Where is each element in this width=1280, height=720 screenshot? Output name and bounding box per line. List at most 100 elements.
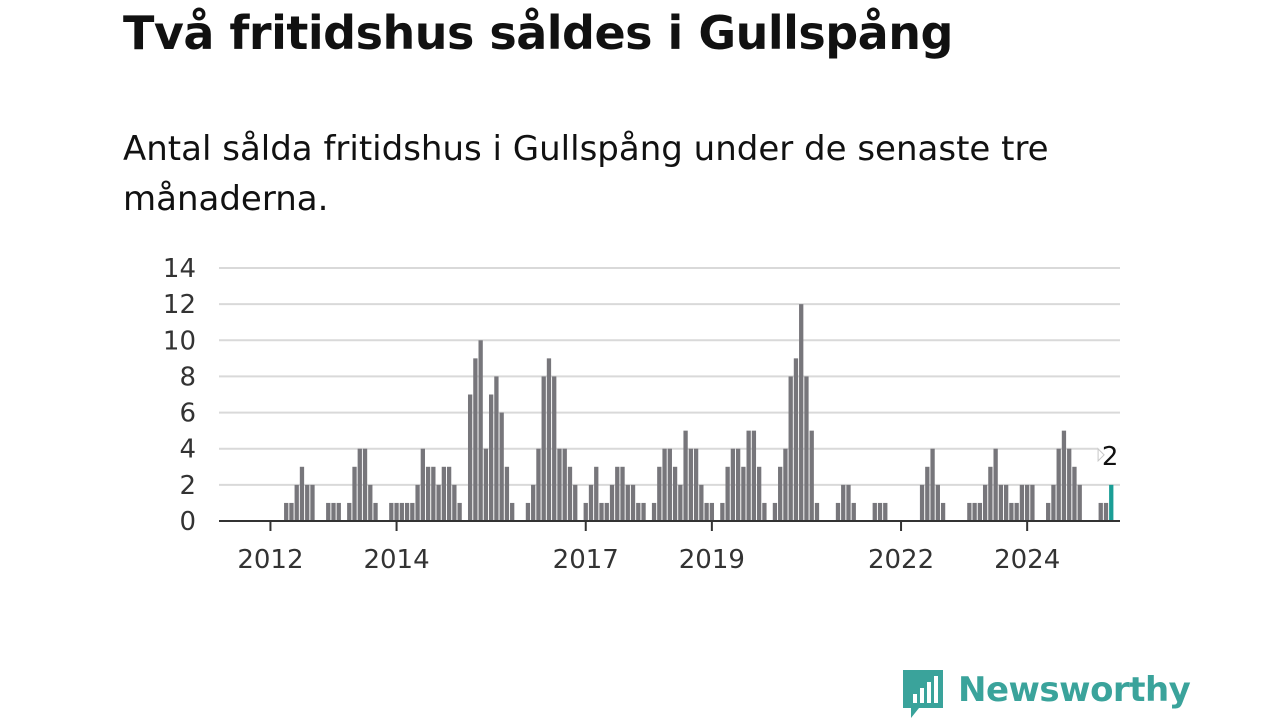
bar xyxy=(326,502,331,521)
bar xyxy=(998,484,1004,521)
bar xyxy=(846,484,851,521)
bar xyxy=(636,502,641,521)
bar xyxy=(935,484,940,521)
x-tick-label: 2014 xyxy=(363,545,429,575)
bar xyxy=(1030,484,1035,521)
y-tick-label: 0 xyxy=(179,507,196,537)
bar xyxy=(331,502,336,521)
bar xyxy=(489,394,494,521)
bar xyxy=(730,448,736,521)
bar xyxy=(1077,484,1082,521)
bar xyxy=(1014,502,1019,521)
bar xyxy=(399,502,404,521)
bar xyxy=(809,430,814,521)
bar xyxy=(1003,484,1009,521)
bar xyxy=(930,448,935,521)
bar xyxy=(1046,502,1051,521)
y-tick-label: 14 xyxy=(163,254,196,284)
bar xyxy=(467,394,473,521)
y-tick-label: 12 xyxy=(163,290,196,320)
bar-highlight xyxy=(1109,484,1114,521)
bar xyxy=(415,484,420,521)
bar xyxy=(457,502,462,521)
bar xyxy=(531,484,536,521)
data-label-latest: 2 xyxy=(1102,442,1119,472)
bar xyxy=(420,448,425,521)
bar xyxy=(441,466,447,521)
bar xyxy=(841,484,846,521)
bar xyxy=(552,376,557,521)
x-tick-label: 2024 xyxy=(994,545,1060,575)
bar xyxy=(573,484,578,521)
bar xyxy=(294,484,299,521)
bar xyxy=(373,502,378,521)
bar xyxy=(651,502,657,521)
bar xyxy=(709,502,715,521)
bar xyxy=(1072,466,1077,521)
bar xyxy=(609,484,615,521)
x-tick-label: 2017 xyxy=(553,545,619,575)
bar xyxy=(310,484,315,521)
y-tick-label: 2 xyxy=(179,471,196,501)
brand-name: Newsworthy xyxy=(958,670,1191,710)
bar xyxy=(1103,502,1109,521)
bar xyxy=(352,466,357,521)
x-tick-label: 2019 xyxy=(679,545,745,575)
bar xyxy=(604,502,609,521)
bar xyxy=(693,448,699,521)
bar xyxy=(567,466,573,521)
bar xyxy=(347,502,352,521)
bar xyxy=(510,502,515,521)
bar xyxy=(541,376,546,521)
bar xyxy=(757,466,762,521)
bar xyxy=(988,466,993,521)
bar xyxy=(783,448,788,521)
bar xyxy=(940,502,946,521)
bar xyxy=(1067,448,1072,521)
bar xyxy=(883,502,888,521)
bar xyxy=(751,430,757,521)
bar xyxy=(1025,484,1030,521)
bar xyxy=(446,466,452,521)
bar xyxy=(389,502,394,521)
bar xyxy=(305,484,310,521)
bar xyxy=(625,484,630,521)
bar xyxy=(289,502,294,521)
bar xyxy=(814,502,820,521)
bar xyxy=(672,466,678,521)
bar xyxy=(746,430,751,521)
bar xyxy=(1051,484,1056,521)
bar xyxy=(557,448,562,521)
bar xyxy=(662,448,667,521)
bar xyxy=(741,466,746,521)
bar xyxy=(788,376,793,521)
bar xyxy=(357,448,362,521)
bar xyxy=(588,484,594,521)
bar xyxy=(993,448,998,521)
bar xyxy=(872,502,877,521)
bar xyxy=(452,484,457,521)
bar xyxy=(877,502,883,521)
bar xyxy=(368,484,373,521)
y-tick-label: 10 xyxy=(163,326,196,356)
bar xyxy=(536,448,541,521)
bar xyxy=(772,502,778,521)
bar xyxy=(804,376,809,521)
x-axis-ticks: 2012 2014 2017 2019 2022 2024 xyxy=(237,521,1060,575)
bar xyxy=(525,502,531,521)
bar xyxy=(1019,484,1025,521)
bar xyxy=(425,466,431,521)
bar xyxy=(851,502,856,521)
bar xyxy=(478,340,483,521)
data-label-pointer xyxy=(1097,447,1105,463)
bar xyxy=(1009,502,1014,521)
bar xyxy=(473,358,478,521)
bar xyxy=(919,484,925,521)
bar xyxy=(546,358,552,521)
gridlines xyxy=(219,267,1120,486)
bar xyxy=(504,466,510,521)
bar xyxy=(483,448,489,521)
chart-title: Två fritidshus såldes i Gullspång xyxy=(123,6,953,60)
bar xyxy=(599,502,604,521)
